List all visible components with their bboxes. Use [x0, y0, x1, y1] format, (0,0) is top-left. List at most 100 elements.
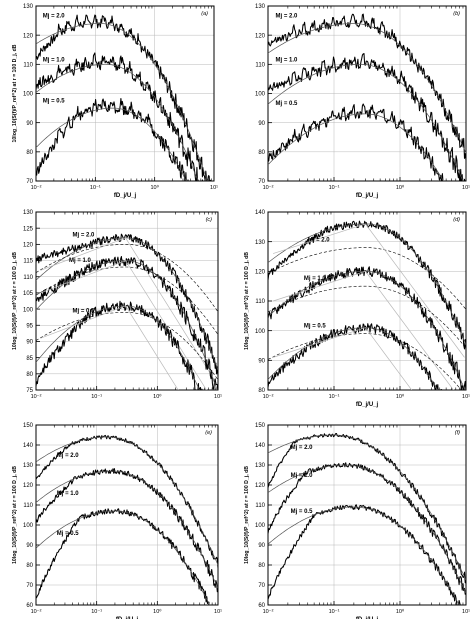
x-tick-label: 10⁻¹ [90, 185, 101, 191]
y-tick-label: 120 [23, 33, 34, 39]
panel-label: (c) [206, 217, 213, 223]
panel-label: (d) [453, 217, 460, 223]
series-label: Mj = 2.0 [276, 14, 299, 20]
series-label: Mj = 0.5 [57, 531, 80, 537]
y-tick-label: 110 [23, 503, 33, 509]
measured-spectrum-line [36, 508, 213, 605]
x-tick-label: 10¹ [214, 394, 222, 400]
x-tick-label: 10⁰ [151, 184, 160, 191]
y-tick-label: 60 [258, 603, 265, 609]
y-tick-label: 70 [26, 179, 33, 185]
x-tick-label: 10⁻² [31, 185, 42, 191]
grid [267, 424, 467, 606]
x-tick-label: 10⁻¹ [91, 609, 102, 615]
measured-spectrum-line [268, 220, 466, 351]
y-tick-label: 130 [23, 210, 34, 216]
series-group [36, 233, 218, 390]
panel-f: 10⁻² 10⁻¹ 10⁰ 10¹ 60 70 80 90 100 110 120 130 140 150… [244, 423, 470, 623]
series-group [268, 432, 466, 605]
y-tick-label: 120 [23, 243, 34, 249]
model-spectrum-line [36, 23, 208, 181]
y-tick-label: 100 [255, 92, 266, 98]
panel-d: 10⁻² 10⁻¹ 10⁰ 10¹ 80 90 100 110 120 130 140 (d) fD_j… [244, 210, 470, 408]
x-axis-label: fD_j/U_j [356, 193, 379, 199]
panel-label: (a) [201, 11, 208, 17]
asymptote-line [272, 327, 413, 390]
measured-spectrum-line [268, 462, 466, 595]
y-tick-label: 120 [255, 483, 266, 489]
measured-spectrum-line [268, 504, 463, 605]
y-tick-label: 80 [258, 150, 265, 156]
x-tick-label: 10⁻² [263, 185, 274, 191]
series-group [268, 220, 466, 390]
y-tick-label: 130 [255, 463, 266, 469]
model-spectrum-line [268, 113, 444, 181]
x-tick-label: 10⁻² [31, 394, 42, 400]
asymptote-line [272, 223, 465, 358]
model-spectrum-line [268, 223, 466, 346]
y-tick-label: 80 [258, 563, 265, 569]
panel-label: (b) [453, 11, 460, 17]
series-label: Mj = 2.0 [73, 232, 96, 238]
model-spectrum-line [268, 506, 460, 605]
asymptote-line [40, 305, 179, 390]
plot-frame [35, 5, 215, 182]
y-tick-label: 80 [26, 150, 33, 156]
series-label: Mj = 1.0 [291, 473, 314, 479]
y-tick-label: 120 [255, 270, 266, 276]
y-tick-label: 150 [23, 423, 34, 429]
asymptote-line [40, 237, 217, 384]
y-tick-label: 110 [23, 275, 33, 281]
series-group [36, 14, 212, 181]
x-tick-label: 10¹ [462, 394, 470, 400]
plot-frame [35, 424, 219, 606]
series-label: Mj = 0.5 [304, 324, 327, 330]
y-tick-label: 125 [23, 226, 34, 232]
model-spectrum-line [36, 63, 199, 181]
x-tick-label: 10⁻¹ [329, 394, 340, 400]
series-label: Mj = 1.0 [276, 57, 299, 63]
x-tick-label: 10⁻² [31, 609, 42, 615]
series-label: Mj = 1.0 [43, 57, 66, 63]
y-tick-label: 120 [23, 483, 34, 489]
series-label: Mj = 2.0 [43, 14, 66, 20]
y-tick-label: 140 [23, 443, 34, 449]
y-tick-label: 90 [26, 543, 33, 549]
y-tick-label: 130 [255, 4, 266, 10]
series-label: Mj = 2.0 [57, 453, 80, 459]
y-tick-label: 100 [255, 523, 266, 529]
series-label: Mj = 0.5 [43, 98, 66, 104]
series-label: Mj = 2.0 [291, 445, 314, 451]
panel-label: (f) [455, 430, 460, 436]
measured-spectrum-line [36, 468, 218, 593]
y-tick-label: 100 [23, 307, 34, 313]
y-tick-label: 75 [26, 388, 33, 394]
panel-c: 10⁻² 10⁻¹ 10⁰ 10¹ 75 80 85 90 95 100 105 110 115 120 1… [12, 210, 222, 400]
model-spectrum-line [36, 436, 218, 566]
measured-spectrum-line [36, 97, 189, 181]
series-label: Mj = 1.0 [57, 491, 80, 497]
dashed-model-line [36, 266, 218, 335]
y-tick-label: 130 [255, 240, 266, 246]
panel-label: (e) [205, 430, 212, 436]
y-tick-label: 110 [255, 503, 265, 509]
measured-spectrum-line [36, 300, 203, 390]
dashed-model-line [268, 285, 466, 349]
series-group [268, 13, 466, 181]
y-axis-label: 10log_10(S(f)/P_ref^2) at r = 100 D_j, d… [12, 44, 18, 142]
y-tick-label: 105 [23, 291, 34, 297]
dashed-model-line [268, 333, 462, 390]
plot-frame [267, 211, 467, 391]
y-tick-label: 130 [23, 4, 34, 10]
model-spectrum-line [36, 510, 211, 605]
x-axis-label: fD_j/U_j [114, 193, 137, 199]
y-tick-label: 115 [23, 259, 33, 265]
measured-spectrum-line [268, 13, 466, 161]
y-tick-label: 110 [23, 63, 33, 69]
y-tick-label: 80 [26, 372, 33, 378]
y-tick-label: 90 [26, 340, 33, 346]
grid [267, 211, 467, 391]
plot-frame [267, 424, 467, 606]
y-tick-label: 80 [258, 388, 265, 394]
